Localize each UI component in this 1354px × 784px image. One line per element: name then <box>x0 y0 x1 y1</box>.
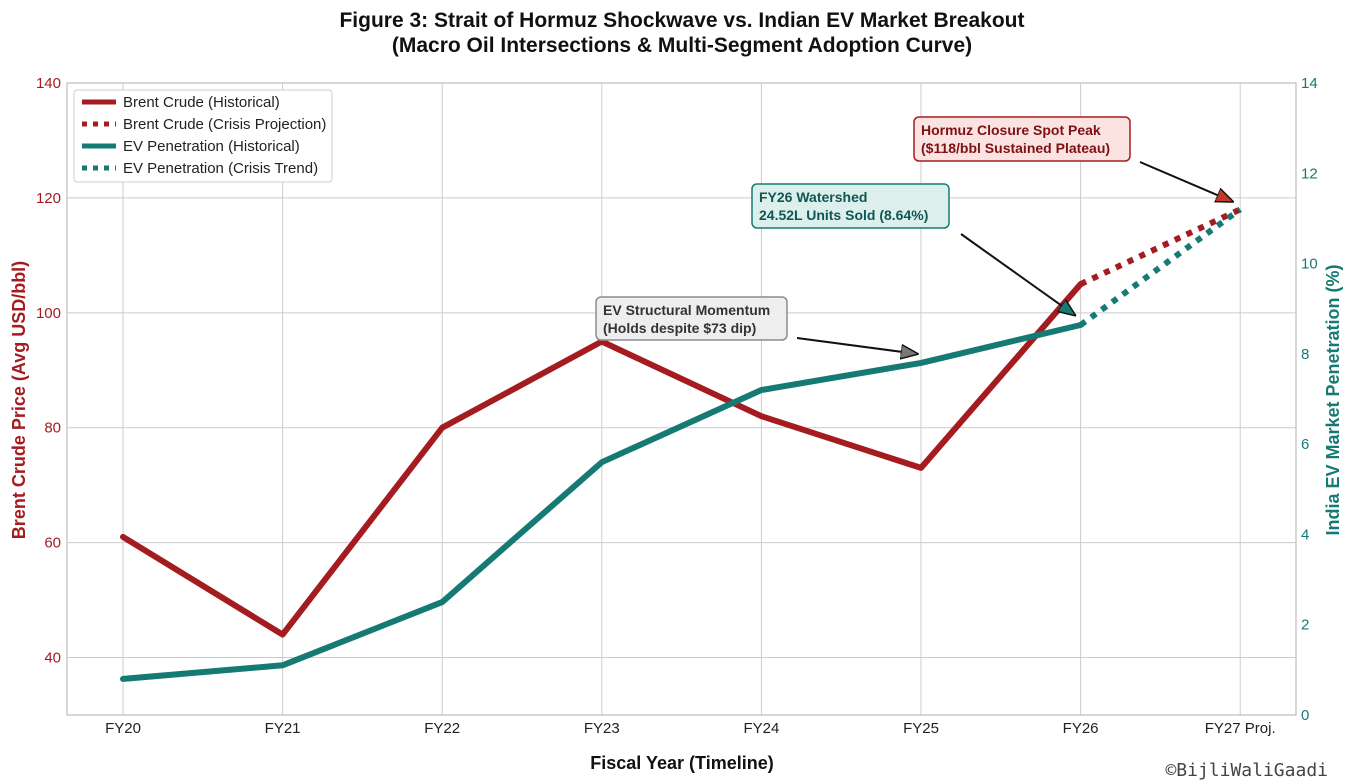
y-right-tick-label: 10 <box>1301 256 1318 273</box>
annotation-box <box>751 183 950 229</box>
series-line-ev-penetration-crisis-trend <box>1078 206 1242 328</box>
axes: FY20 FY21 FY22 FY23 FY24 FY25 FY26 FY27 Proj.40… <box>36 75 1318 737</box>
y-axis-left-label: Brent Crude Price (Avg USD/bbl) <box>9 261 29 539</box>
legend-entry: EV Penetration (Crisis Trend) <box>123 160 318 177</box>
x-tick-label: FY21 <box>265 720 301 737</box>
y-left-tick-label: 40 <box>44 650 61 667</box>
legend-box <box>73 89 333 183</box>
x-axis-label: Fiscal Year (Timeline) <box>590 753 773 773</box>
plot-frame <box>66 82 1297 716</box>
annotation-arrow <box>1139 161 1232 201</box>
legend: Brent Crude (Historical) Brent Crude (Cri… <box>73 89 333 183</box>
y-right-tick-label: 12 <box>1301 165 1318 182</box>
annotation-text: EV Structural Momentum <box>603 302 770 318</box>
series-line-brent-crude-crisis-projection <box>1079 206 1242 287</box>
y-right-tick-label: 4 <box>1301 526 1309 543</box>
legend-entry: Brent Crude (Historical) <box>123 94 280 111</box>
chart-title: Figure 3: Strait of Hormuz Shockwave vs.… <box>339 9 1024 32</box>
x-tick-label: FY27 Proj. <box>1205 720 1276 737</box>
annotations-group: Hormuz Closure Spot Peak ($118/bbl Sustai… <box>595 116 1232 354</box>
y-left-tick-label: 120 <box>36 190 61 207</box>
x-tick-label: FY23 <box>584 720 620 737</box>
y-right-tick-label: 8 <box>1301 346 1309 363</box>
series-line-ev-penetration-historical <box>120 322 1084 682</box>
annotation-arrow <box>960 233 1075 315</box>
x-tick-label: FY26 <box>1063 720 1099 737</box>
annotation-text: (Holds despite $73 dip) <box>603 320 756 336</box>
y-left-tick-label: 100 <box>36 305 61 322</box>
annotation-text: 24.52L Units Sold (8.64%) <box>759 207 928 223</box>
y-left-tick-label: 140 <box>36 75 61 92</box>
x-tick-label: FY25 <box>903 720 939 737</box>
annotation-arrow <box>796 337 917 354</box>
watermark: ©BijliWaliGaadi <box>1165 760 1328 781</box>
chart-subtitle: (Macro Oil Intersections & Multi-Segment… <box>392 34 972 57</box>
y-left-tick-label: 80 <box>44 420 61 437</box>
series-group <box>120 206 1242 682</box>
legend-entry: Brent Crude (Crisis Projection) <box>123 116 326 133</box>
y-left-tick-label: 60 <box>44 535 61 552</box>
annotation-text: Hormuz Closure Spot Peak <box>921 122 1101 138</box>
annotation-text: FY26 Watershed <box>759 189 867 205</box>
y-right-tick-label: 0 <box>1301 707 1309 724</box>
annotation-text: ($118/bbl Sustained Plateau) <box>921 140 1110 156</box>
annotation-box <box>913 116 1131 162</box>
y-right-tick-label: 2 <box>1301 617 1309 634</box>
x-tick-label: FY22 <box>424 720 460 737</box>
x-tick-label: FY20 <box>105 720 141 737</box>
y-right-tick-label: 14 <box>1301 75 1318 92</box>
legend-entry: EV Penetration (Historical) <box>123 138 300 155</box>
y-axis-right-label: India EV Market Penetration (%) <box>1323 264 1343 535</box>
x-tick-label: FY24 <box>743 720 779 737</box>
y-right-tick-label: 6 <box>1301 436 1309 453</box>
series-line-brent-crude-historical <box>120 281 1084 638</box>
annotation-box <box>595 296 788 341</box>
